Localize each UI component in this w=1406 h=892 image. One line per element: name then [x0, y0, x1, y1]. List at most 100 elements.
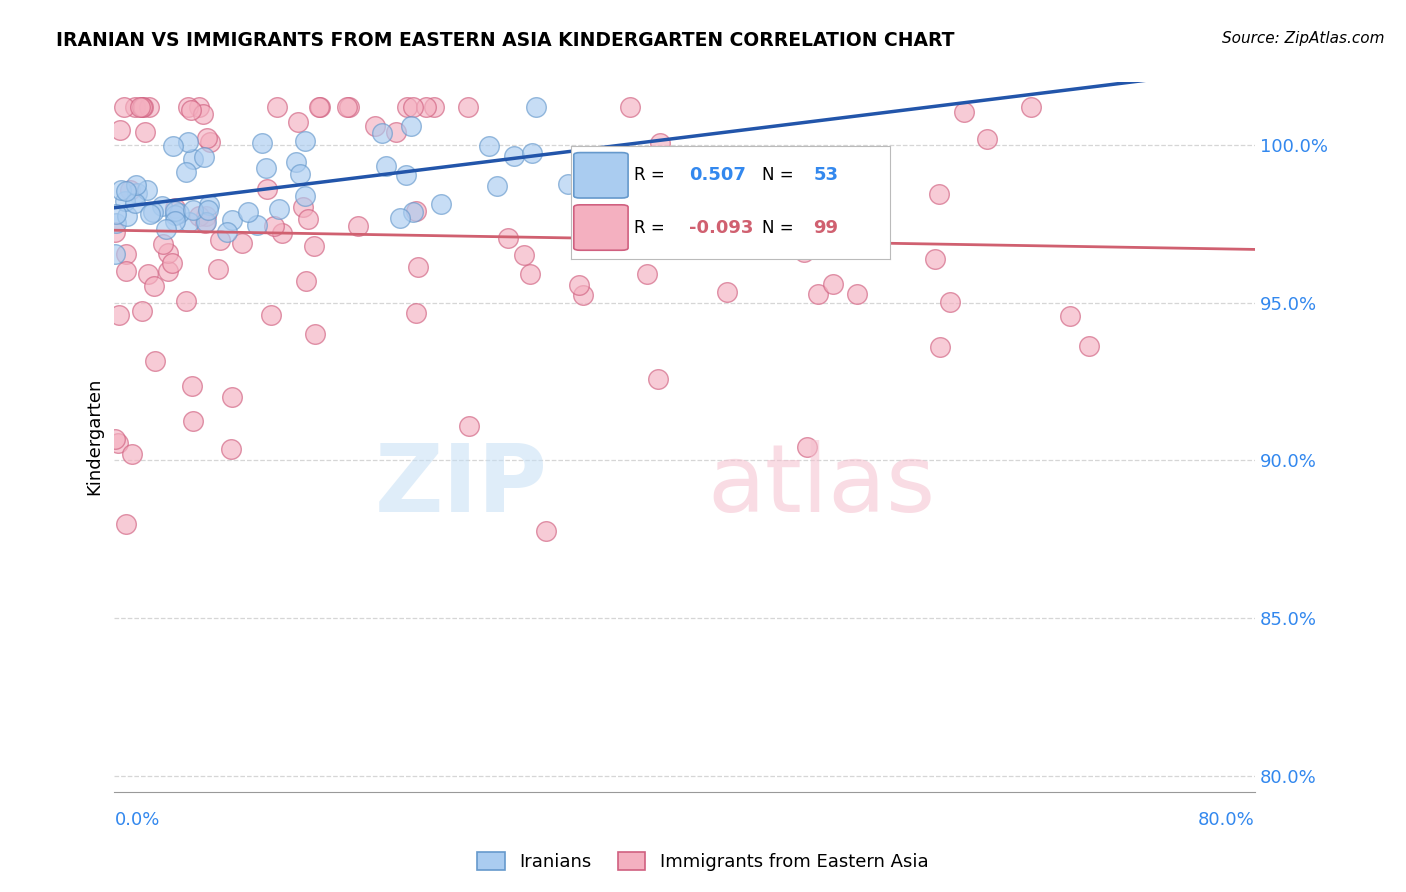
Point: [399, 119, 422, 133]
Legend: Iranians, Immigrants from Eastern Asia: Iranians, Immigrants from Eastern Asia: [470, 845, 936, 879]
Point: [163, 202, 186, 216]
Point: [924, 252, 946, 267]
Point: [429, 196, 451, 211]
Point: [336, 100, 359, 114]
Point: [104, 216, 127, 230]
Point: [457, 100, 479, 114]
Point: [177, 100, 200, 114]
Text: 80.0%: 80.0%: [1198, 811, 1256, 829]
Point: [285, 155, 308, 169]
Point: [557, 177, 579, 191]
Point: [198, 136, 221, 150]
Point: [121, 447, 143, 461]
Text: IRANIAN VS IMMIGRANTS FROM EASTERN ASIA KINDERGARTEN CORRELATION CHART: IRANIAN VS IMMIGRANTS FROM EASTERN ASIA …: [56, 31, 955, 50]
Point: [195, 131, 218, 145]
Point: [254, 161, 277, 176]
Point: [112, 100, 135, 114]
Point: [124, 196, 146, 211]
Point: [928, 340, 950, 354]
Point: [271, 226, 294, 240]
Point: [457, 418, 479, 433]
Point: [503, 149, 526, 163]
Point: [160, 256, 183, 270]
Point: [422, 100, 444, 114]
Point: [256, 181, 278, 195]
Point: [1077, 339, 1099, 353]
Point: [207, 262, 229, 277]
Point: [104, 225, 127, 239]
Point: [297, 211, 319, 226]
Point: [846, 287, 869, 301]
Point: [136, 183, 159, 197]
Point: [131, 304, 153, 318]
Point: [129, 100, 152, 114]
Point: [114, 263, 136, 277]
Point: [165, 208, 187, 222]
Point: [143, 353, 166, 368]
Point: [402, 205, 425, 219]
Point: [142, 204, 165, 219]
Point: [125, 186, 148, 200]
Point: [738, 195, 761, 210]
Point: [302, 239, 325, 253]
Point: [219, 442, 242, 456]
Point: [157, 245, 180, 260]
Point: [131, 100, 153, 114]
Point: [928, 187, 950, 202]
Point: [117, 209, 139, 223]
Point: [572, 288, 595, 302]
Point: [115, 517, 138, 532]
Point: [163, 204, 186, 219]
Point: [195, 214, 218, 228]
Point: [108, 308, 131, 322]
Point: [142, 279, 165, 293]
Point: [1019, 100, 1042, 114]
Point: [939, 294, 962, 309]
Point: [157, 263, 180, 277]
Point: [132, 100, 155, 114]
Point: [636, 267, 658, 281]
Point: [134, 125, 156, 139]
Point: [1059, 309, 1081, 323]
Point: [524, 100, 547, 114]
Point: [385, 125, 408, 139]
Y-axis label: Kindergarten: Kindergarten: [86, 378, 103, 495]
Point: [124, 100, 146, 114]
Point: [138, 100, 160, 114]
Point: [250, 136, 273, 150]
Text: atlas: atlas: [707, 441, 935, 533]
Point: [406, 260, 429, 274]
Point: [346, 219, 368, 233]
Point: [176, 164, 198, 178]
Point: [288, 167, 311, 181]
Point: [104, 247, 127, 261]
Point: [371, 126, 394, 140]
Point: [114, 194, 136, 208]
Point: [108, 123, 131, 137]
Point: [107, 436, 129, 450]
Point: [150, 199, 173, 213]
Point: [522, 145, 544, 160]
Point: [104, 207, 127, 221]
Point: [181, 378, 204, 392]
Point: [716, 285, 738, 300]
Point: [177, 214, 200, 228]
Point: [195, 209, 218, 223]
Text: Source: ZipAtlas.com: Source: ZipAtlas.com: [1222, 31, 1385, 46]
Point: [115, 184, 138, 198]
Point: [405, 204, 427, 219]
Point: [110, 183, 132, 197]
Point: [221, 213, 243, 227]
Point: [415, 100, 437, 114]
Point: [486, 179, 509, 194]
Point: [395, 168, 418, 182]
Point: [807, 286, 830, 301]
Point: [619, 100, 641, 114]
Point: [568, 278, 591, 293]
Point: [163, 213, 186, 227]
Point: [496, 231, 519, 245]
Point: [796, 441, 818, 455]
Point: [405, 306, 427, 320]
Point: [744, 181, 766, 195]
Text: ZIP: ZIP: [375, 441, 548, 533]
